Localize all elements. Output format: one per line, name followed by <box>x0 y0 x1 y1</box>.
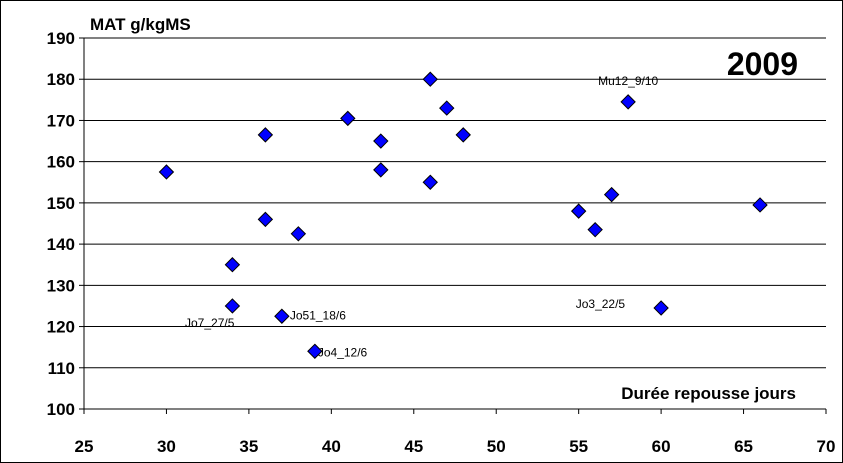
y-tick-label: 170 <box>47 111 75 130</box>
axes <box>79 37 827 414</box>
x-tick-label: 40 <box>322 437 341 456</box>
data-point <box>653 300 669 316</box>
point-label: Jo4_12/6 <box>318 345 368 359</box>
data-point <box>290 226 307 242</box>
data-point <box>620 94 636 110</box>
data-point <box>224 257 241 273</box>
y-tick-label: 150 <box>47 194 75 213</box>
y-tick-label: 190 <box>47 29 75 48</box>
x-tick-label: 35 <box>239 437 258 456</box>
x-axis-title: Durée repousse jours <box>621 384 796 403</box>
data-point <box>439 100 455 116</box>
point-label: Jo7_27/5 <box>185 316 235 330</box>
point-label: Jo3_22/5 <box>576 297 626 311</box>
point-annotations: Jo7_27/5 Jo51_18/6 Jo4_12/6 Mu12_9/10 Jo3_22… <box>185 74 658 359</box>
data-point <box>257 127 274 143</box>
x-tick-label: 55 <box>569 437 588 456</box>
point-label: Mu12_9/10 <box>598 74 658 88</box>
data-point <box>422 71 438 87</box>
data-points <box>158 71 768 359</box>
x-tick-label: 45 <box>404 437 423 456</box>
data-point <box>455 127 471 143</box>
x-tick-label: 60 <box>652 437 671 456</box>
x-tick-label: 70 <box>817 437 836 456</box>
data-point <box>257 211 274 228</box>
x-tick-label: 65 <box>734 437 753 456</box>
y-tick-label: 120 <box>47 318 75 337</box>
y-tick-label: 130 <box>47 276 75 295</box>
y-tick-label: 110 <box>48 359 75 378</box>
data-point <box>158 164 175 180</box>
data-point <box>570 203 587 219</box>
y-tick-label: 180 <box>47 70 75 89</box>
gridlines <box>84 37 826 369</box>
data-point <box>373 162 389 178</box>
y-tick-label: 100 <box>47 400 75 419</box>
x-tick-labels: 25 30 35 40 45 50 55 60 65 70 <box>75 437 836 456</box>
data-point <box>340 110 356 127</box>
x-tick-label: 30 <box>157 437 176 456</box>
data-point <box>274 308 290 324</box>
data-point <box>587 221 603 238</box>
data-point <box>603 186 620 203</box>
y-axis-title: MAT g/kgMS <box>90 15 191 34</box>
y-tick-labels: 100 110 120 130 140 150 160 170 180 190 <box>47 29 75 419</box>
y-tick-label: 140 <box>47 235 75 254</box>
point-label: Jo51_18/6 <box>290 308 346 322</box>
data-point <box>752 197 768 213</box>
data-point <box>373 133 389 149</box>
x-tick-label: 25 <box>75 437 94 456</box>
y-tick-label: 160 <box>47 153 75 172</box>
data-point <box>224 298 241 314</box>
x-tick-label: 50 <box>487 437 506 456</box>
data-point <box>307 343 323 359</box>
data-point <box>422 174 438 190</box>
chart-title: 2009 <box>727 46 798 82</box>
